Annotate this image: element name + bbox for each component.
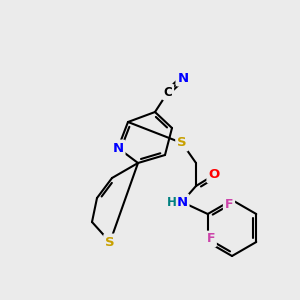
Text: S: S — [177, 136, 187, 149]
Text: N: N — [176, 196, 188, 208]
Text: F: F — [225, 197, 233, 211]
Text: H: H — [167, 196, 177, 208]
Text: S: S — [105, 236, 115, 248]
Text: N: N — [112, 142, 124, 154]
Text: N: N — [177, 71, 189, 85]
Text: C: C — [164, 85, 172, 98]
Text: O: O — [208, 169, 220, 182]
Text: F: F — [206, 232, 215, 245]
